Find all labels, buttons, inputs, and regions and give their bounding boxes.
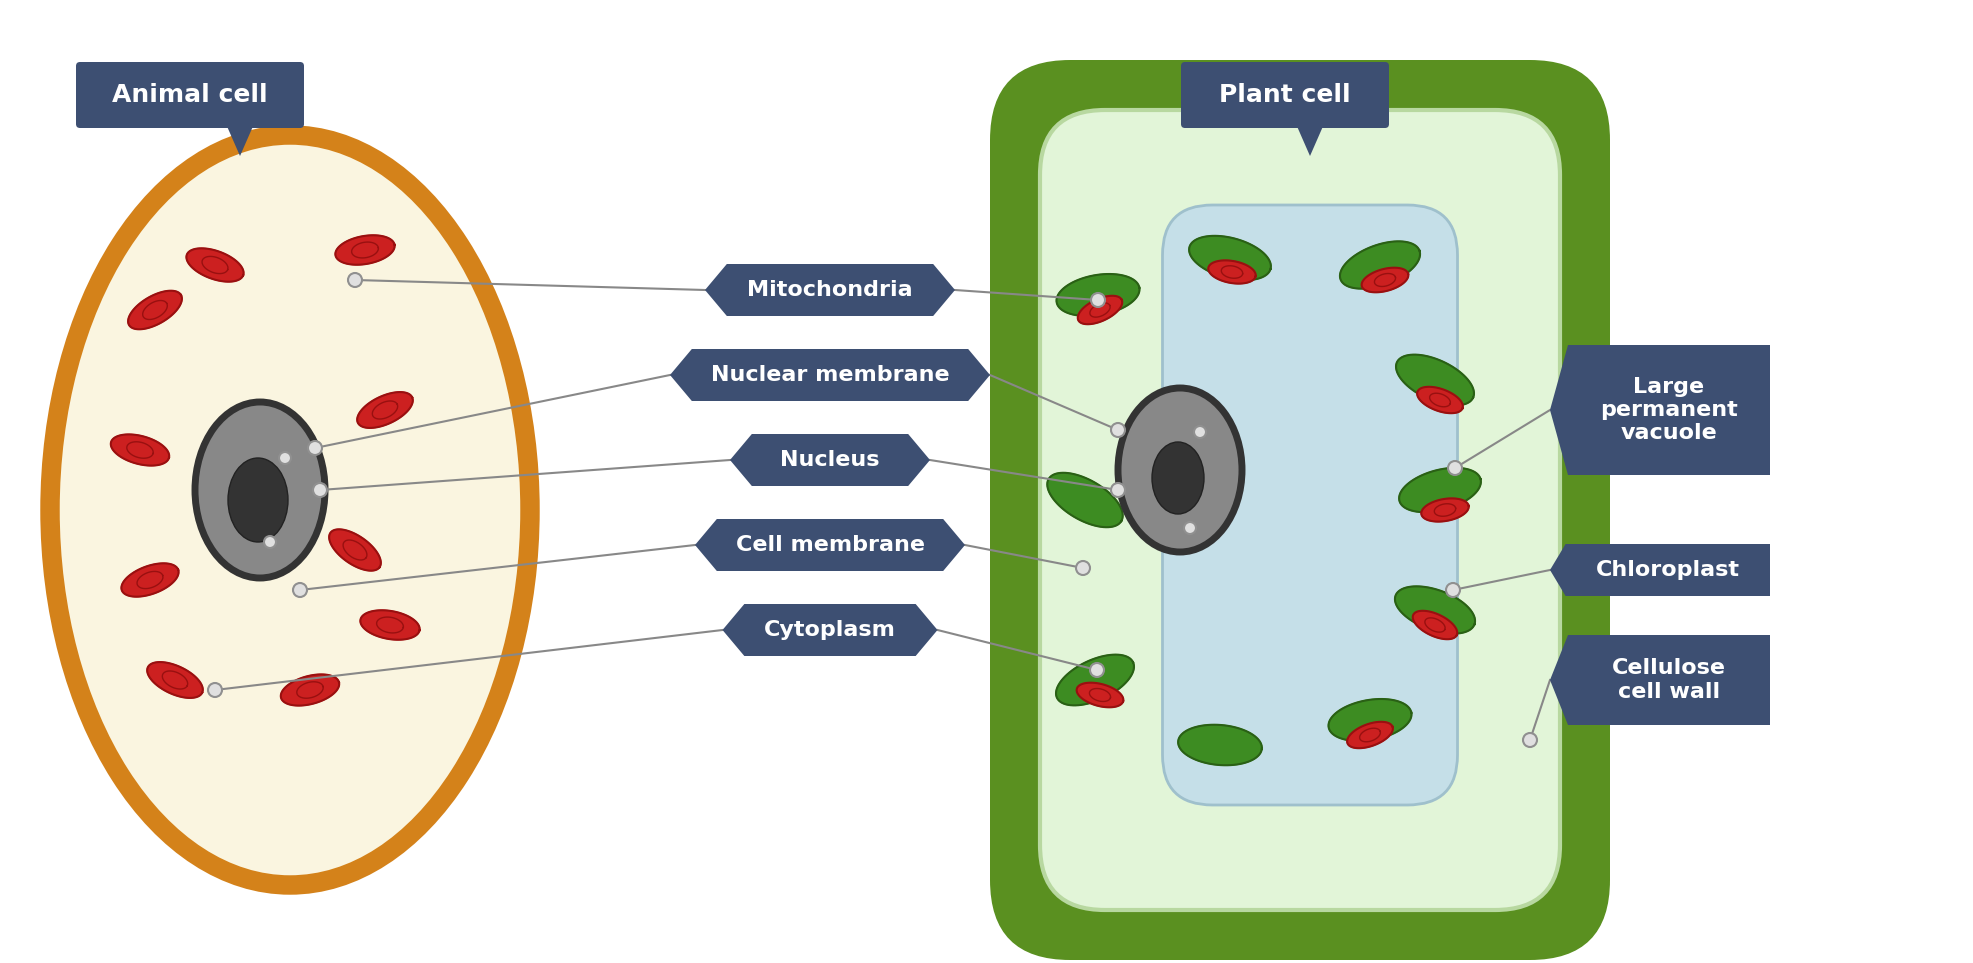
Text: Nucleus: Nucleus	[779, 450, 880, 470]
Polygon shape	[1207, 260, 1255, 284]
Polygon shape	[357, 392, 412, 428]
Text: Cytoplasm: Cytoplasm	[764, 620, 896, 640]
Polygon shape	[1077, 683, 1123, 707]
Circle shape	[1448, 461, 1462, 475]
Text: Cell membrane: Cell membrane	[736, 535, 925, 555]
Polygon shape	[148, 663, 203, 698]
Circle shape	[1091, 293, 1105, 307]
Text: Chloroplast: Chloroplast	[1596, 560, 1740, 580]
Polygon shape	[1421, 499, 1468, 522]
Polygon shape	[1077, 296, 1123, 325]
Text: Cellulose
cell wall: Cellulose cell wall	[1612, 659, 1726, 702]
FancyBboxPatch shape	[1040, 110, 1561, 910]
Circle shape	[1075, 561, 1089, 575]
Circle shape	[207, 683, 223, 697]
Circle shape	[1194, 426, 1206, 438]
Ellipse shape	[1152, 442, 1204, 514]
Circle shape	[1111, 423, 1125, 437]
Polygon shape	[1399, 468, 1482, 512]
Polygon shape	[1296, 124, 1324, 156]
Polygon shape	[280, 674, 339, 706]
Circle shape	[314, 483, 328, 497]
Polygon shape	[335, 235, 395, 265]
Polygon shape	[1048, 473, 1123, 527]
Circle shape	[1111, 483, 1125, 497]
Ellipse shape	[229, 458, 288, 542]
Text: Large
permanent
vacuole: Large permanent vacuole	[1600, 377, 1738, 443]
Circle shape	[347, 273, 361, 287]
Circle shape	[1523, 733, 1537, 747]
Circle shape	[278, 452, 290, 464]
Polygon shape	[185, 248, 243, 281]
Polygon shape	[1551, 544, 1770, 596]
Circle shape	[1184, 522, 1196, 534]
Circle shape	[308, 441, 322, 455]
Polygon shape	[1178, 725, 1263, 766]
Circle shape	[294, 583, 308, 597]
FancyBboxPatch shape	[1182, 62, 1389, 128]
Polygon shape	[722, 604, 937, 656]
Circle shape	[264, 536, 276, 548]
Text: Animal cell: Animal cell	[112, 83, 268, 107]
Polygon shape	[1417, 387, 1462, 413]
Polygon shape	[1348, 722, 1393, 748]
Ellipse shape	[49, 135, 531, 885]
Text: Nuclear membrane: Nuclear membrane	[710, 365, 949, 385]
Polygon shape	[1395, 586, 1476, 634]
FancyBboxPatch shape	[77, 62, 304, 128]
Polygon shape	[227, 124, 255, 156]
Polygon shape	[694, 519, 965, 571]
FancyBboxPatch shape	[1162, 205, 1458, 805]
Circle shape	[1446, 583, 1460, 597]
Polygon shape	[1340, 242, 1421, 289]
Polygon shape	[704, 264, 955, 316]
Polygon shape	[361, 611, 420, 639]
Polygon shape	[122, 563, 180, 597]
Polygon shape	[671, 349, 990, 401]
Polygon shape	[110, 434, 170, 465]
Text: Mitochondria: Mitochondria	[748, 280, 913, 300]
Polygon shape	[1413, 611, 1458, 639]
Polygon shape	[128, 291, 182, 329]
Circle shape	[1089, 663, 1105, 677]
Ellipse shape	[1119, 388, 1241, 552]
Ellipse shape	[195, 402, 326, 578]
Polygon shape	[1361, 268, 1409, 293]
Text: Plant cell: Plant cell	[1219, 83, 1352, 107]
Polygon shape	[1551, 345, 1770, 475]
Polygon shape	[329, 530, 381, 571]
Polygon shape	[1056, 655, 1134, 705]
Polygon shape	[730, 434, 929, 486]
Polygon shape	[1397, 354, 1474, 405]
Polygon shape	[1056, 274, 1140, 316]
Polygon shape	[1551, 635, 1770, 725]
Polygon shape	[1328, 699, 1411, 741]
FancyBboxPatch shape	[990, 60, 1610, 960]
Polygon shape	[1190, 236, 1271, 280]
